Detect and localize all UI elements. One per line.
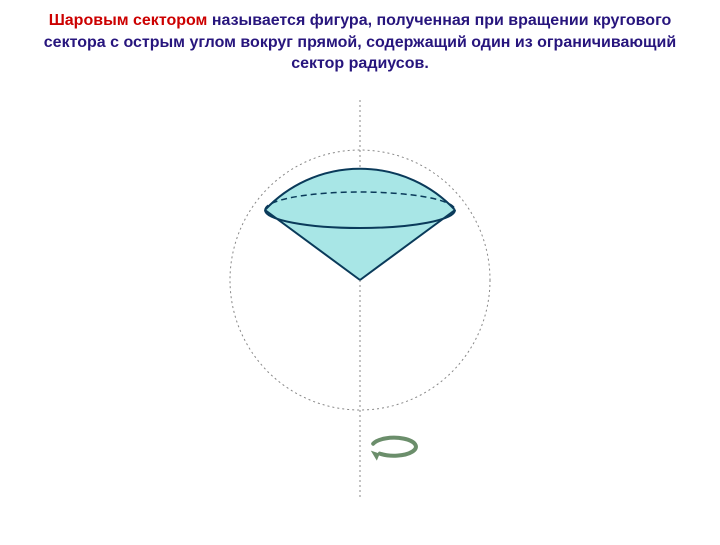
- diagram-svg: [0, 100, 720, 540]
- spherical-sector-diagram: [0, 100, 720, 540]
- heading-text: Шаровым сектором называется фигура, полу…: [20, 10, 700, 75]
- term: Шаровым сектором: [49, 12, 208, 29]
